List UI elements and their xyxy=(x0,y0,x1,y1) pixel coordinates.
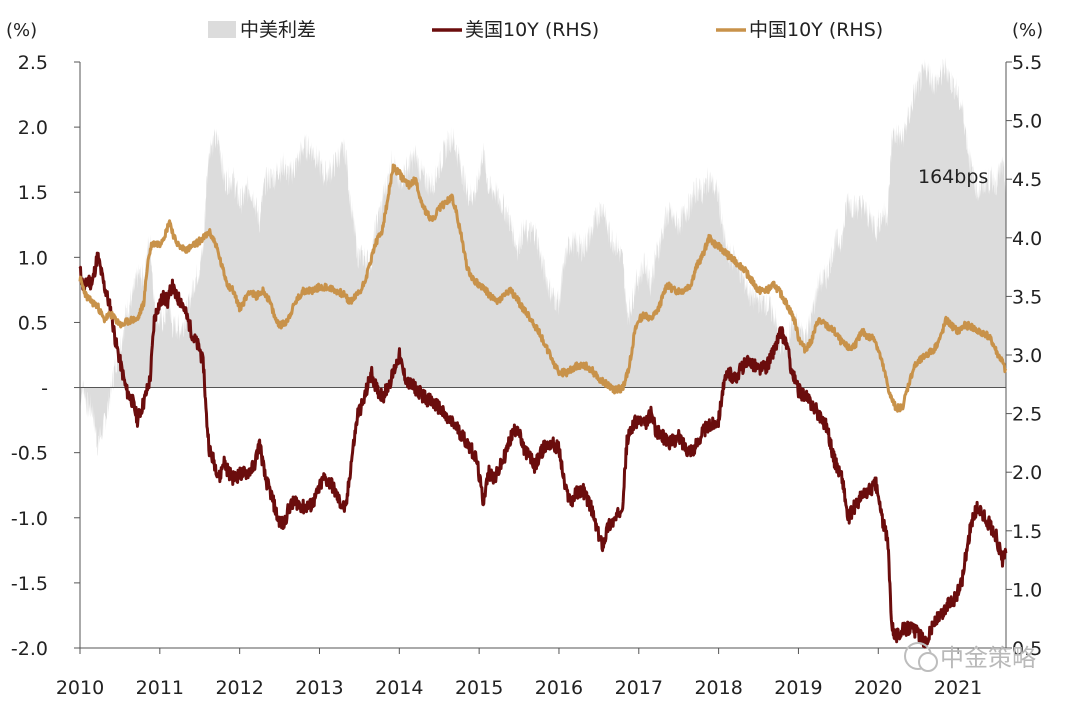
right-tick-label: 2.0 xyxy=(1012,462,1042,484)
legend-swatch-spread xyxy=(208,21,236,38)
right-tick-label: 4.0 xyxy=(1012,228,1042,250)
left-axis-unit: (%) xyxy=(6,20,37,41)
left-tick-label: -2.0 xyxy=(11,638,48,660)
x-tick-label: 2020 xyxy=(854,677,902,699)
x-tick-label: 2017 xyxy=(615,677,663,699)
x-tick-label: 2011 xyxy=(136,677,184,699)
left-tick-label: -1.0 xyxy=(11,508,48,530)
x-tick-label: 2019 xyxy=(774,677,822,699)
x-tick-label: 2021 xyxy=(934,677,982,699)
wechat-icon-small xyxy=(918,652,938,672)
right-tick-label: 4.5 xyxy=(1012,169,1042,191)
left-tick-label: 0.5 xyxy=(18,312,48,334)
x-tick-label: 2013 xyxy=(295,677,343,699)
left-tick-label: 2.0 xyxy=(18,117,48,139)
right-tick-label: 0.5 xyxy=(1012,638,1042,660)
left-tick-label: 2.5 xyxy=(18,52,48,74)
right-tick-label: 5.5 xyxy=(1012,52,1042,74)
right-tick-label: 2.5 xyxy=(1012,404,1042,426)
series-cn10y-line xyxy=(78,163,1008,413)
legend-label-us10y: 美国10Y (RHS) xyxy=(465,19,599,41)
tick-labels: 2.5 2.0 1.5 1.0 0.5 - -0.5 -1.0 -1.5 -2.0 5.5 5.0 4.… xyxy=(11,52,1042,699)
x-tick-label: 2010 xyxy=(56,677,104,699)
right-tick-label: 3.0 xyxy=(1012,345,1042,367)
left-tick-label: - xyxy=(41,378,48,400)
x-tick-label: 2018 xyxy=(694,677,742,699)
x-tick-label: 2016 xyxy=(535,677,583,699)
right-tick-label: 3.5 xyxy=(1012,286,1042,308)
left-tick-label: -1.5 xyxy=(11,573,48,595)
x-tick-label: 2012 xyxy=(215,677,263,699)
x-tick-label: 2015 xyxy=(455,677,503,699)
left-tick-label: 1.0 xyxy=(18,247,48,269)
series-lines xyxy=(78,163,1008,649)
left-tick-label: 1.5 xyxy=(18,182,48,204)
right-tick-label: 5.0 xyxy=(1012,111,1042,133)
left-tick-label: -0.5 xyxy=(11,443,48,465)
right-tick-label: 1.0 xyxy=(1012,579,1042,601)
annotation-164bps: 164bps xyxy=(918,166,988,188)
legend: 中美利差 美国10Y (RHS) 中国10Y (RHS) xyxy=(208,19,883,41)
watermark-text: 中金策略 xyxy=(940,644,1036,672)
x-tick-label: 2014 xyxy=(375,677,423,699)
right-tick-label: 1.5 xyxy=(1012,521,1042,543)
watermark: 中金策略 xyxy=(904,642,1036,672)
series-us10y-line xyxy=(78,251,1008,649)
legend-label-cn10y: 中国10Y (RHS) xyxy=(749,19,883,41)
legend-label-spread: 中美利差 xyxy=(240,19,316,41)
right-axis-unit: (%) xyxy=(1012,20,1043,41)
